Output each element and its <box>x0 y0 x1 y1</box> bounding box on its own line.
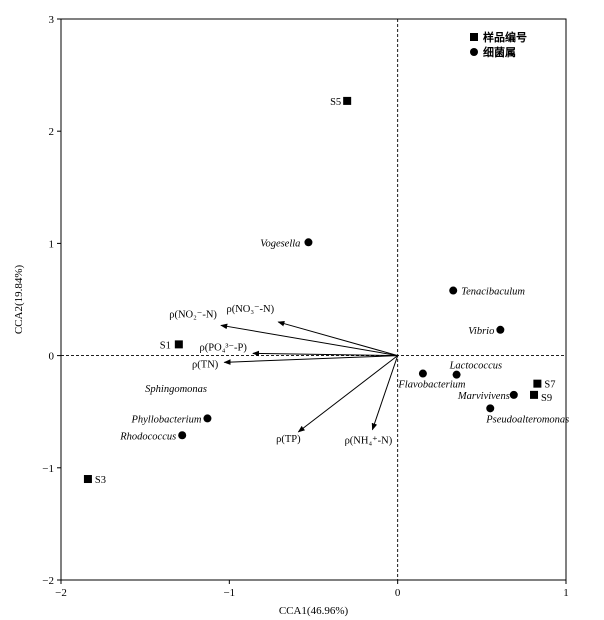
genus-label: Lactococcus <box>449 361 503 372</box>
y-tick-label: −2 <box>42 575 54 587</box>
y-tick-label: 1 <box>49 238 55 250</box>
x-axis-title: CCA1(46.96%) <box>279 605 349 617</box>
vector-arrow <box>277 320 398 357</box>
genus-label: Vibrio <box>468 326 494 337</box>
x-tick-label: 0 <box>395 587 401 599</box>
sample-point <box>343 96 352 105</box>
sample-label: S5 <box>330 97 341 108</box>
legend-square-icon <box>470 33 478 41</box>
y-tick-label: 0 <box>49 351 55 363</box>
sample-label: S9 <box>541 393 552 404</box>
vector-label: ρ(PO₄³⁻-P) <box>200 342 248 353</box>
genus-label: Phyllobacterium <box>130 414 201 425</box>
points-layer: S1 S3 S5 S7 S9 Vogesella Tenacibaculum Vibrio La… <box>83 96 569 486</box>
y-tick-label: 3 <box>49 14 55 26</box>
genus-label: Pseudoalteromonas <box>485 414 569 425</box>
vector-arrow <box>220 323 398 357</box>
x-tick-label: 1 <box>563 587 569 599</box>
genus-point <box>203 414 212 423</box>
genus-point <box>496 325 505 334</box>
vector-label: ρ(NO₂⁻-N) <box>169 309 217 320</box>
genus-point <box>418 369 427 378</box>
y-axis-title: CCA2(19.84%) <box>13 264 25 334</box>
x-tick-label: −1 <box>223 587 235 599</box>
sample-label: S7 <box>544 380 555 391</box>
sample-point <box>530 390 539 399</box>
vector-label: ρ(NO₃⁻-N) <box>226 304 274 315</box>
genus-point <box>452 370 461 379</box>
legend-label: 细菌属 <box>483 45 516 59</box>
vector-arrow <box>223 355 398 365</box>
vector-arrow <box>252 350 398 357</box>
genus-label: Sphingomonas <box>145 384 207 395</box>
genus-label: Marvivivens <box>457 391 510 402</box>
genus-label: Vogesella <box>260 238 300 249</box>
y-tick-label: 2 <box>49 126 55 138</box>
plot-frame <box>60 18 567 581</box>
legend-label: 样品编号 <box>483 30 527 44</box>
genus-label: Rhodococcus <box>119 431 176 442</box>
x-tick-label: −2 <box>55 587 67 599</box>
genus-point <box>509 390 518 399</box>
vector-label: ρ(TN) <box>192 359 219 370</box>
vector-label: ρ(TP) <box>276 434 301 445</box>
vector-label: ρ(NH₄⁺-N) <box>345 436 393 447</box>
sample-label: S1 <box>160 340 171 351</box>
sample-point <box>174 340 183 349</box>
sample-point <box>83 475 92 484</box>
vector-arrow <box>371 355 399 431</box>
axes-layer: −2 −1 0 1 −2 −1 0 1 2 3 CCA1(46.96%) CCA2(19.84%) <box>13 14 569 617</box>
sample-point <box>533 379 542 388</box>
legend-circle-icon <box>470 48 478 56</box>
genus-label: Flavobacterium <box>397 380 465 391</box>
genus-label: Tenacibaculum <box>461 287 525 298</box>
environment-vectors: ρ(NO₃⁻-N) ρ(NO₂⁻-N) ρ(PO₄³⁻-P) ρ(TN) ρ(TP) ρ(… <box>169 304 399 447</box>
sample-label: S3 <box>95 475 106 486</box>
vector-arrow <box>297 355 398 433</box>
genus-point <box>486 404 495 413</box>
genus-point <box>304 238 313 247</box>
genus-point <box>449 286 458 295</box>
genus-point <box>178 431 187 440</box>
y-tick-label: −1 <box>42 463 54 475</box>
